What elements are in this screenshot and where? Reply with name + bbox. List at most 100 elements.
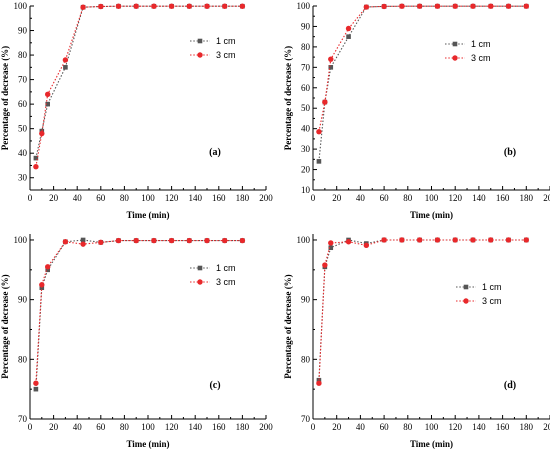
x-tick-label: 100 bbox=[141, 422, 155, 432]
data-point bbox=[39, 130, 45, 137]
data-point bbox=[399, 237, 405, 243]
data-point bbox=[186, 3, 192, 9]
y-tick-label: 60 bbox=[18, 99, 28, 109]
x-tick-label: 40 bbox=[73, 193, 83, 203]
legend-marker bbox=[197, 52, 203, 58]
x-tick-label: 0 bbox=[311, 422, 316, 432]
data-point bbox=[222, 3, 228, 9]
data-point bbox=[328, 65, 334, 70]
y-axis-title: Percentage of decrease (%) bbox=[283, 46, 293, 150]
y-tick-label: 50 bbox=[18, 124, 28, 134]
series-line bbox=[35, 5, 243, 159]
legend: 1 cm 3 cm bbox=[456, 282, 502, 306]
x-tick-label: 60 bbox=[380, 422, 390, 432]
x-axis-title: Time (min) bbox=[126, 439, 169, 449]
x-tick-label: 140 bbox=[472, 193, 486, 203]
x-tick-label: 140 bbox=[188, 422, 202, 432]
data-point bbox=[416, 3, 423, 9]
x-tick-label: 120 bbox=[165, 193, 179, 203]
data-point bbox=[186, 237, 192, 244]
x-tick-label: 60 bbox=[380, 193, 390, 203]
y-tick-label: 70 bbox=[18, 414, 28, 424]
x-tick-label: 200 bbox=[259, 193, 273, 203]
series-1-cm bbox=[33, 3, 245, 161]
data-point bbox=[151, 237, 157, 244]
series-line bbox=[318, 5, 527, 162]
data-point bbox=[328, 240, 334, 246]
x-tick-label: 140 bbox=[472, 422, 486, 432]
y-tick-label: 60 bbox=[301, 83, 311, 93]
panel-label: (b) bbox=[504, 147, 516, 158]
data-point bbox=[434, 3, 441, 9]
series-3-cm bbox=[316, 3, 529, 135]
y-tick-label: 20 bbox=[301, 165, 311, 175]
x-tick-label: 120 bbox=[448, 422, 462, 432]
data-point bbox=[45, 267, 50, 273]
legend-marker bbox=[197, 279, 203, 285]
legend: 1 cm 3 cm bbox=[445, 39, 491, 63]
legend-label: 1 cm bbox=[482, 282, 502, 292]
y-tick-label: 80 bbox=[301, 42, 311, 52]
data-point bbox=[45, 91, 51, 98]
data-point bbox=[505, 237, 512, 243]
legend-label: 3 cm bbox=[471, 53, 491, 63]
chart-panel-3: 0 20 40 60 80 100 120 140 160 180 200 70 80 90 100 Time… bbox=[0, 234, 273, 449]
x-tick-label: 80 bbox=[403, 193, 413, 203]
data-point bbox=[168, 3, 175, 9]
data-point bbox=[328, 56, 334, 62]
y-tick-label: 80 bbox=[18, 50, 28, 60]
series-1-cm bbox=[316, 237, 529, 383]
x-tick-label: 60 bbox=[96, 193, 106, 203]
y-tick-label: 70 bbox=[301, 62, 311, 72]
series-3-cm bbox=[33, 237, 246, 386]
data-point bbox=[33, 386, 39, 392]
y-tick-label: 90 bbox=[18, 26, 28, 36]
x-tick-label: 20 bbox=[332, 422, 342, 432]
chart-panel-1: 0 20 40 60 80 100 120 140 160 180 200 30 40 50 60 70 80 9… bbox=[0, 1, 273, 220]
y-tick-label: 50 bbox=[301, 103, 311, 113]
series-line bbox=[35, 239, 243, 390]
data-point bbox=[488, 3, 494, 9]
legend-label: 3 cm bbox=[482, 296, 502, 306]
y-tick-label: 90 bbox=[18, 295, 28, 305]
x-tick-label: 60 bbox=[96, 422, 106, 432]
data-point bbox=[322, 99, 328, 105]
data-point bbox=[505, 3, 512, 9]
data-point bbox=[470, 3, 476, 9]
chart-panel-4: 0 20 40 60 80 100 120 140 160 180 200 70 80 90 100 Time… bbox=[283, 234, 550, 449]
panel-label: (a) bbox=[209, 147, 221, 158]
y-tick-label: 10 bbox=[301, 185, 311, 195]
x-tick-label: 100 bbox=[425, 193, 439, 203]
y-tick-label: 70 bbox=[301, 414, 311, 424]
series-line bbox=[318, 5, 527, 132]
x-tick-label: 160 bbox=[496, 422, 510, 432]
data-point bbox=[98, 239, 104, 246]
x-tick-label: 160 bbox=[496, 193, 510, 203]
x-tick-label: 20 bbox=[49, 193, 59, 203]
legend-marker bbox=[197, 38, 203, 44]
data-point bbox=[222, 237, 228, 244]
data-point bbox=[316, 159, 322, 164]
data-point bbox=[63, 65, 68, 70]
data-point bbox=[345, 25, 352, 32]
legend: 1 cm 3 cm bbox=[190, 36, 236, 60]
x-tick-label: 120 bbox=[165, 422, 179, 432]
panel-label: (d) bbox=[504, 380, 516, 391]
x-tick-label: 80 bbox=[120, 193, 130, 203]
data-point bbox=[523, 237, 529, 243]
data-point bbox=[39, 285, 45, 291]
x-tick-label: 180 bbox=[236, 422, 250, 432]
x-tick-label: 40 bbox=[356, 422, 366, 432]
data-point bbox=[33, 163, 39, 170]
y-tick-label: 100 bbox=[14, 1, 28, 11]
data-point bbox=[434, 237, 441, 243]
data-point bbox=[381, 237, 387, 243]
x-tick-label: 200 bbox=[259, 422, 273, 432]
x-axis-title: Time (min) bbox=[410, 439, 453, 449]
panel-label: (c) bbox=[209, 380, 220, 391]
x-tick-label: 40 bbox=[73, 422, 83, 432]
data-point bbox=[399, 3, 405, 9]
data-point bbox=[133, 3, 139, 9]
x-tick-label: 80 bbox=[120, 422, 130, 432]
legend-label: 3 cm bbox=[216, 50, 236, 60]
